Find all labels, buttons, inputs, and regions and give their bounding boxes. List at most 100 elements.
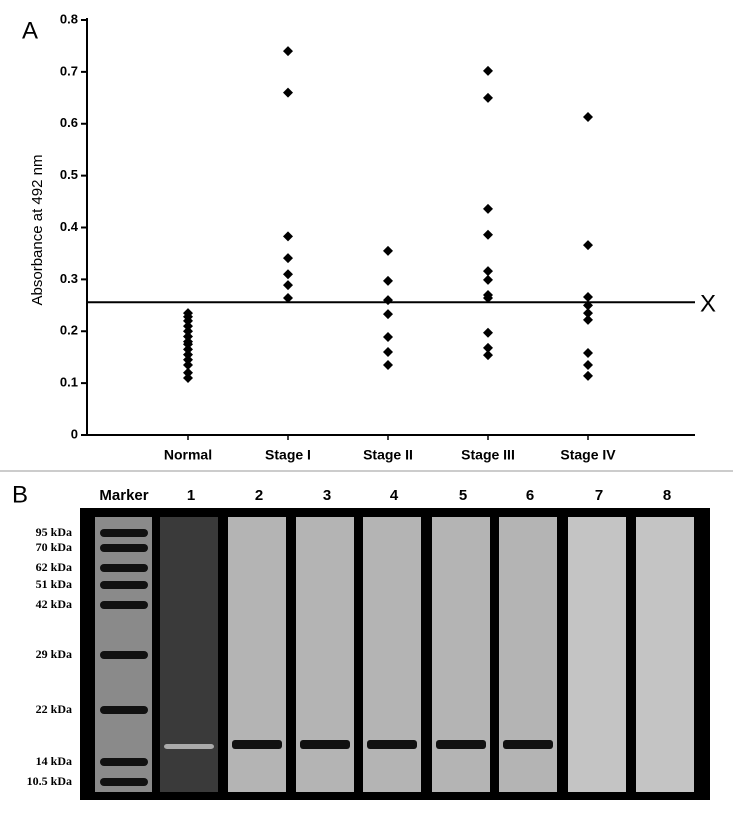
marker-size-label: 14 kDa: [36, 754, 72, 768]
lane-label: 4: [390, 487, 399, 504]
data-point: [283, 231, 293, 242]
data-point: [183, 349, 193, 360]
y-tick-label: 0.5: [60, 167, 78, 182]
data-point: [583, 348, 593, 359]
data-point: [483, 266, 493, 277]
marker-band: [100, 706, 148, 714]
data-point: [183, 354, 193, 365]
data-point: [383, 275, 393, 286]
data-point: [183, 315, 193, 326]
data-point: [283, 293, 293, 304]
data-point: [483, 229, 493, 240]
x-tick-label: Normal: [164, 447, 212, 463]
marker-size-label: 95 kDa: [36, 525, 72, 539]
y-tick-label: 0.4: [60, 219, 79, 234]
lane-label: 7: [595, 487, 603, 504]
data-point: [183, 331, 193, 342]
data-point: [183, 367, 193, 378]
data-point: [183, 359, 193, 370]
y-tick-label: 0.6: [60, 115, 78, 130]
y-tick-label: 0.2: [60, 323, 78, 338]
marker-band: [100, 651, 148, 659]
lane: [499, 517, 557, 792]
data-point: [583, 112, 593, 123]
lane: [636, 517, 694, 792]
y-tick-label: 0.1: [60, 375, 78, 390]
marker-band: [100, 529, 148, 537]
lane-label: 5: [459, 487, 467, 504]
y-tick-label: 0.3: [60, 271, 78, 286]
marker-size-label: 62 kDa: [36, 560, 72, 574]
data-point: [183, 339, 193, 350]
lane-label: 1: [187, 487, 195, 504]
y-tick-label: 0.8: [60, 11, 78, 26]
marker-band: [100, 581, 148, 589]
protein-band: [367, 740, 417, 749]
marker-size-label: 29 kDa: [36, 647, 72, 661]
marker-band: [100, 564, 148, 572]
data-point: [583, 308, 593, 319]
data-point: [383, 331, 393, 342]
data-point: [483, 92, 493, 103]
data-point: [383, 295, 393, 306]
lane-label: 6: [526, 487, 534, 504]
lane: [228, 517, 286, 792]
data-point: [283, 253, 293, 264]
data-point: [183, 372, 193, 383]
marker-label: Marker: [99, 487, 148, 504]
x-tick-label: Stage II: [363, 447, 413, 463]
marker-band: [100, 601, 148, 609]
data-point: [583, 292, 593, 303]
data-point: [383, 347, 393, 357]
marker-band: [100, 758, 148, 766]
lane: [160, 517, 218, 792]
panel-label: A: [22, 17, 38, 44]
protein-band: [503, 740, 553, 749]
marker-band: [100, 544, 148, 552]
marker-size-label: 51 kDa: [36, 577, 72, 591]
data-point: [583, 370, 593, 381]
data-point: [383, 309, 393, 320]
protein-band: [300, 740, 350, 749]
data-point: [283, 280, 293, 291]
data-point: [583, 240, 593, 251]
data-point: [583, 359, 593, 370]
y-tick-label: 0: [71, 426, 78, 441]
panel-label: B: [12, 481, 28, 508]
data-point: [583, 314, 593, 325]
data-point: [283, 46, 293, 57]
marker-size-label: 10.5 kDa: [27, 774, 72, 788]
lane: [432, 517, 490, 792]
protein-band: [232, 740, 282, 749]
data-point: [483, 342, 493, 353]
data-point: [483, 350, 493, 361]
data-point: [483, 65, 493, 76]
data-point: [383, 359, 393, 370]
protein-band: [436, 740, 486, 749]
y-tick-label: 0.7: [60, 63, 78, 78]
data-point: [383, 245, 393, 256]
x-tick-label: Stage III: [461, 447, 515, 463]
y-axis-title: Absorbance at 492 nm: [29, 155, 46, 306]
marker-size-label: 42 kDa: [36, 597, 72, 611]
lane-label: 8: [663, 487, 671, 504]
reference-label: X: [700, 291, 716, 318]
lane: [296, 517, 354, 792]
data-point: [283, 269, 293, 280]
data-point: [483, 293, 493, 304]
marker-band: [100, 778, 148, 786]
data-point: [483, 274, 493, 285]
marker-size-label: 22 kDa: [36, 702, 72, 716]
data-point: [183, 344, 193, 355]
lane: [568, 517, 626, 792]
data-point: [183, 321, 193, 332]
lane: [363, 517, 421, 792]
data-point: [283, 87, 293, 98]
lane-label: 3: [323, 487, 331, 504]
lane-label: 2: [255, 487, 263, 504]
protein-band: [164, 744, 214, 749]
data-point: [483, 327, 493, 338]
x-tick-label: Stage I: [265, 447, 311, 463]
data-point: [483, 203, 493, 214]
